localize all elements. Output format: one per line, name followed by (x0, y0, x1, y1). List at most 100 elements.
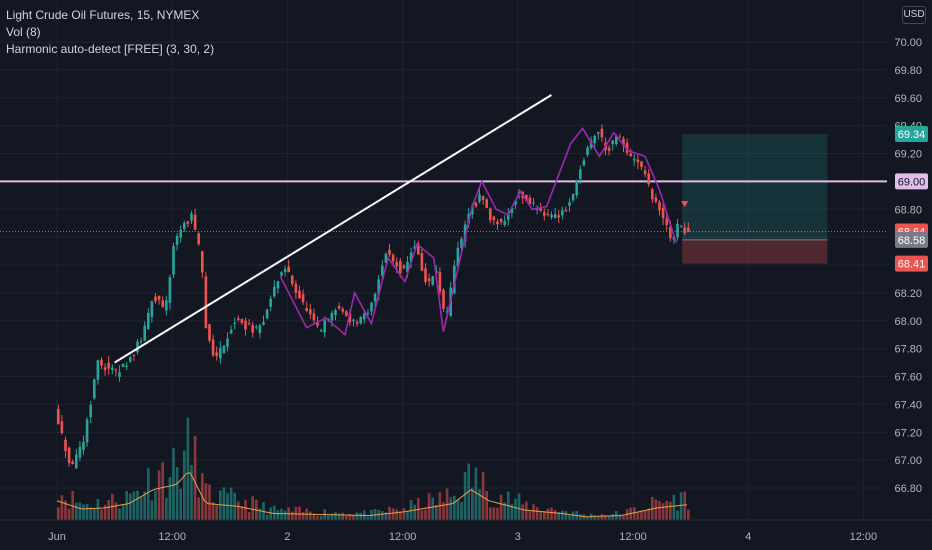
price-tick-label: 67.60 (894, 372, 922, 384)
candle-body (550, 214, 553, 218)
volume-bar (64, 500, 67, 520)
candle-body (669, 227, 672, 239)
volume-bar (604, 515, 607, 520)
candle-body (481, 195, 485, 200)
volume-bar (280, 508, 283, 520)
volume-ma-line (56, 472, 688, 518)
candle-body (330, 312, 334, 321)
candle-body (431, 276, 434, 285)
volume-bar (330, 513, 334, 520)
volume-bar (643, 510, 647, 520)
candle-body (507, 213, 510, 220)
candle-body (193, 214, 197, 230)
candle-body (647, 173, 650, 185)
candle-body (237, 318, 240, 320)
candle-body (366, 312, 370, 315)
candle-body (233, 322, 236, 324)
candle-body (384, 253, 388, 263)
candle-body (121, 363, 125, 368)
candle-body (564, 210, 568, 212)
volume-bar (183, 450, 186, 520)
candle-body (280, 272, 283, 276)
candle-body (485, 199, 488, 208)
volume-bar (499, 494, 503, 520)
volume-bar (82, 504, 85, 520)
volume-bar (262, 502, 265, 520)
harmonic-pattern-line[interactable] (279, 126, 677, 337)
price-tick-label: 67.20 (894, 427, 922, 439)
volume-bar (154, 490, 157, 520)
volume-bar (129, 493, 132, 520)
volume-bar (222, 487, 226, 520)
candle-body (676, 223, 679, 238)
candle-body (409, 252, 413, 263)
volume-bar (229, 487, 233, 520)
volume-bar (132, 491, 136, 520)
candle-body (417, 243, 420, 255)
volume-bar (453, 495, 456, 520)
volume-indicator-label[interactable]: Vol (8) (6, 25, 41, 39)
candle-body (355, 322, 359, 324)
candle-body (553, 214, 557, 219)
volume-bar (413, 504, 416, 520)
volume-bar (525, 501, 528, 520)
candle-body (291, 275, 294, 284)
currency-button[interactable]: USD (902, 6, 926, 24)
time-axis: Jun 12:00 2 12:00 3 12:00 4 12:00 (0, 519, 932, 543)
price-tick-label: 69.60 (894, 93, 922, 105)
candle-body (219, 347, 222, 359)
volume-bar (687, 509, 690, 520)
candle-body (629, 153, 632, 157)
volume-bar (514, 498, 517, 520)
candle-body (438, 271, 442, 292)
candle-body (413, 246, 416, 250)
volume-bar (449, 497, 452, 520)
candle-body (60, 421, 64, 434)
price-badge-bg (895, 231, 928, 248)
volume-bar (366, 516, 370, 520)
candle-body (67, 447, 71, 463)
price-tick-label: 70.00 (894, 37, 922, 49)
symbol-title[interactable]: Light Crude Oil Futures, 15, NYMEX (6, 8, 200, 22)
price-tick-label: 69.20 (894, 149, 922, 161)
candle-body (525, 194, 528, 201)
candle-body (150, 301, 154, 317)
harmonic-indicator-label[interactable]: Harmonic auto-detect [FREE] (3, 30, 2) (6, 42, 215, 56)
volume-bar (654, 499, 658, 520)
volume-bar (301, 512, 305, 520)
stop-zone[interactable] (682, 239, 828, 264)
candle-body (312, 313, 316, 321)
volume-bar (193, 435, 197, 520)
candle-body (391, 254, 395, 262)
price-badge: 68.58 (895, 231, 928, 248)
volume-bar (607, 516, 611, 520)
candle-body (561, 210, 564, 216)
volume-bar (478, 489, 481, 520)
candle-body (255, 326, 258, 328)
candle-body (381, 265, 384, 276)
candle-body (658, 202, 661, 211)
candle-body (287, 266, 290, 273)
candle-body (363, 313, 366, 320)
volume-bar (496, 507, 499, 520)
candle-body (305, 307, 308, 312)
candle-body (514, 200, 517, 205)
candle-body (489, 208, 492, 221)
volume-bar (57, 507, 60, 520)
target-zone[interactable] (682, 133, 828, 240)
volume-bar (237, 501, 240, 520)
volume-bar (391, 508, 395, 520)
volume-bar (186, 417, 190, 520)
candle-body (132, 354, 136, 356)
candle-body (316, 322, 319, 326)
volume-bar (640, 510, 643, 520)
trend-line[interactable] (114, 94, 552, 364)
candle-body (319, 330, 323, 332)
volume-bar (226, 493, 229, 520)
candle-body (352, 319, 355, 322)
volume-bar (658, 500, 661, 520)
volume-bar (528, 511, 532, 520)
volume-bar (85, 504, 89, 520)
